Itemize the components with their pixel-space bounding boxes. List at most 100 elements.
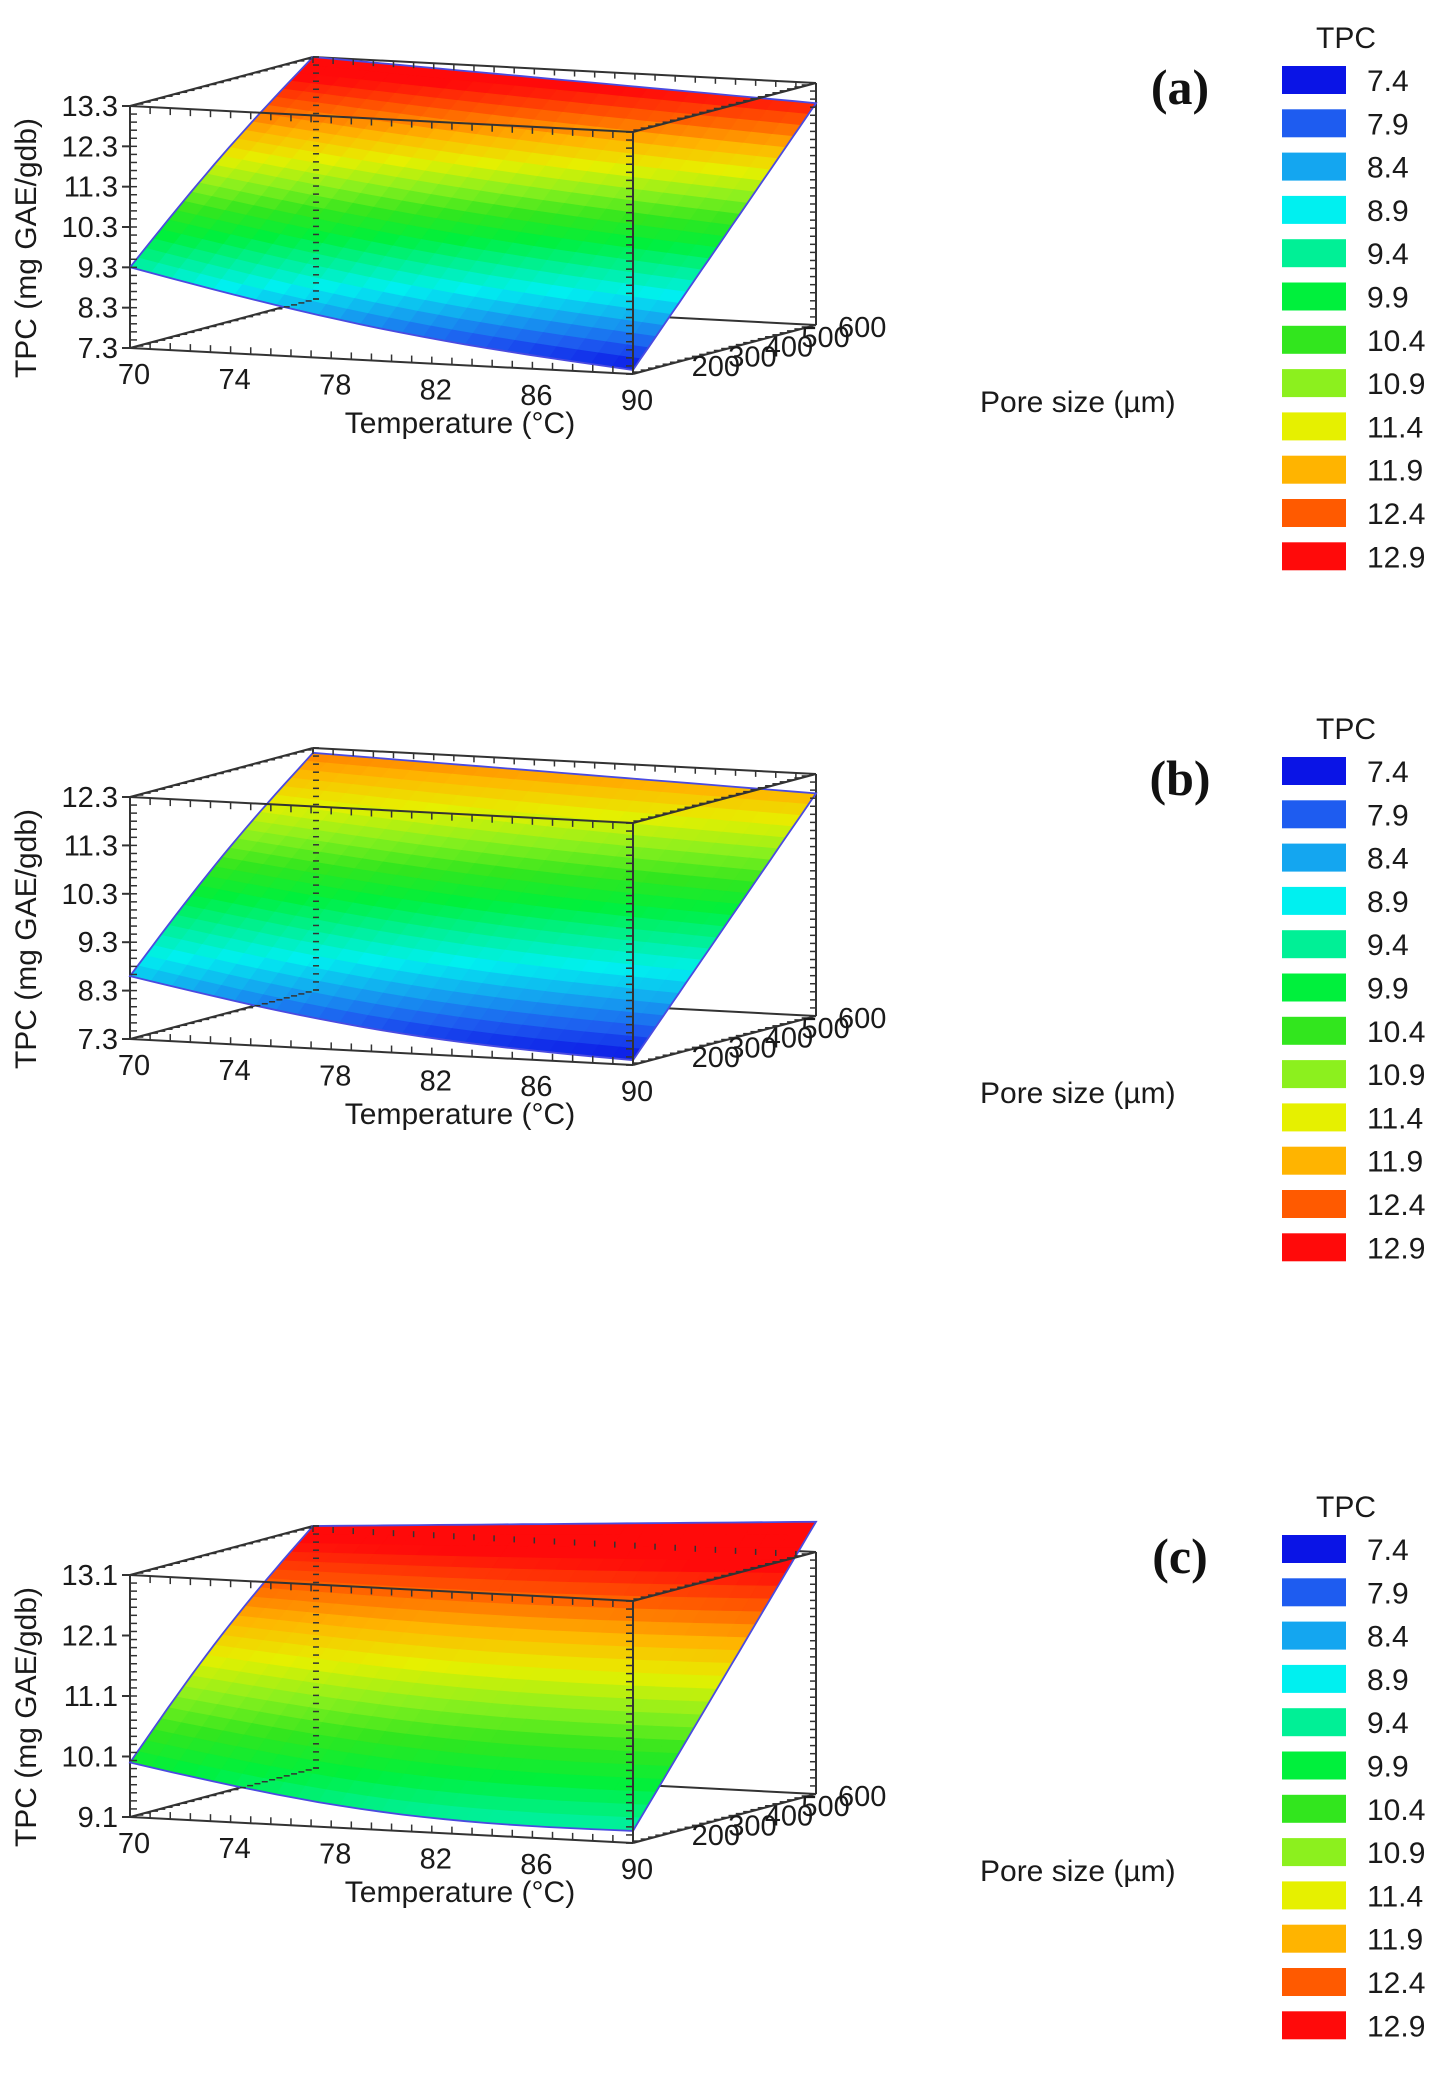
legend-swatch	[1282, 412, 1346, 441]
legend-swatch	[1282, 886, 1346, 915]
legend-label: 10.4	[1367, 325, 1425, 358]
y-tick-label: 300	[728, 341, 776, 373]
x-tick-label: 86	[520, 380, 552, 412]
legend-label: 9.4	[1367, 929, 1409, 962]
minor-ticks	[129, 747, 817, 1066]
z-tick-label: 12.3	[62, 782, 118, 814]
y-tick-label: 400	[765, 332, 813, 364]
z-tick-label: 12.3	[62, 131, 118, 163]
legend-label: 11.4	[1367, 1880, 1423, 1913]
z-tick-label: 9.3	[78, 927, 118, 959]
y-tick-label: 600	[838, 1003, 886, 1035]
legend-swatch	[1282, 1664, 1346, 1693]
legend-label: 9.9	[1367, 973, 1409, 1006]
z-tick-label: 11.1	[64, 1681, 118, 1713]
x-tick-label: 82	[420, 1066, 452, 1098]
panel-label: (a)	[1151, 59, 1209, 115]
legend-swatch	[1282, 1968, 1346, 1996]
z-tick-label: 13.3	[62, 91, 118, 123]
z-axis-title: TPC (mg GAE/gdb)	[10, 1587, 43, 1847]
y-tick-label: 400	[765, 1801, 813, 1833]
legend-swatch	[1282, 1060, 1346, 1089]
legend-swatch	[1282, 282, 1346, 311]
legend-label: 10.9	[1367, 1837, 1425, 1870]
z-tick-label: 8.3	[78, 976, 118, 1008]
panel-a: 7.3 8.3 9.3 10.3 11.3 12.3 13.3 TPC (mg GAE/gdb…	[10, 22, 1425, 574]
x-tick-label: 70	[118, 359, 150, 391]
legend-label: 7.9	[1367, 1577, 1409, 1610]
response-surface	[128, 56, 818, 371]
legend-swatch	[1282, 455, 1346, 484]
legend-swatch	[1282, 1794, 1346, 1823]
x-tick-label: 78	[319, 1838, 351, 1870]
legend-swatch	[1282, 499, 1346, 527]
y-tick-label: 200	[692, 1820, 740, 1852]
x-axis: 70 74 78 82 86 90 Temperature (°C)	[118, 1050, 653, 1131]
legend-title: TPC	[1316, 22, 1376, 55]
z-axis-title: TPC (mg GAE/gdb)	[10, 809, 43, 1069]
z-tick-label: 11.3	[64, 172, 118, 204]
legend-label: 9.4	[1367, 1707, 1409, 1740]
legend-label: 7.9	[1367, 108, 1409, 141]
x-axis: 70 74 78 82 86 90 Temperature (°C)	[118, 359, 653, 440]
legend-swatch	[1282, 66, 1346, 94]
x-tick-label: 70	[118, 1828, 150, 1860]
z-tick-label: 12.1	[62, 1621, 118, 1653]
response-surface	[128, 751, 818, 1062]
legend-label: 9.4	[1367, 238, 1409, 271]
legend-swatch	[1282, 1924, 1346, 1953]
legend-swatch	[1282, 239, 1346, 268]
legend-label: 10.9	[1367, 1059, 1425, 1092]
x-axis-title: Temperature (°C)	[345, 407, 575, 440]
panel-label: (c)	[1152, 1528, 1208, 1584]
x-tick-label: 74	[218, 1055, 250, 1087]
legend-swatch	[1282, 195, 1346, 224]
legend-label: 8.4	[1367, 152, 1409, 185]
x-axis-title: Temperature (°C)	[345, 1098, 575, 1131]
x-tick-label: 86	[520, 1849, 552, 1881]
legend-label: 12.9	[1367, 2010, 1425, 2043]
legend-label: 10.9	[1367, 368, 1425, 401]
response-surface	[128, 1520, 818, 1832]
x-tick-label: 90	[621, 1076, 653, 1108]
x-tick-label: 90	[621, 385, 653, 417]
legend-swatch	[1282, 1621, 1346, 1650]
z-tick-label: 7.3	[78, 333, 118, 365]
legend-swatch	[1282, 1838, 1346, 1867]
y-axis-title: Pore size (µm)	[980, 1855, 1176, 1888]
legend-label: 10.4	[1367, 1794, 1425, 1827]
legend-label: 8.4	[1367, 1621, 1409, 1654]
x-tick-label: 74	[218, 364, 250, 396]
z-axis-title: TPC (mg GAE/gdb)	[10, 118, 43, 378]
z-tick-label: 10.1	[62, 1742, 118, 1774]
legend-label: 11.9	[1367, 455, 1423, 488]
legend-swatch	[1282, 152, 1346, 181]
panel-label: (b)	[1149, 750, 1210, 806]
z-tick-label: 7.3	[78, 1024, 118, 1056]
legend: TPC 7.4 7.9 8.4 8.9 9.4 9.9 10.4 10.9 11.4 11.9 12.…	[1282, 22, 1425, 574]
z-tick-label: 9.1	[78, 1802, 118, 1834]
legend-title: TPC	[1316, 713, 1376, 746]
x-axis-title: Temperature (°C)	[345, 1876, 575, 1909]
legend-swatch	[1282, 1881, 1346, 1910]
x-tick-label: 78	[319, 369, 351, 401]
legend-swatch	[1282, 1103, 1346, 1132]
x-tick-label: 74	[218, 1833, 250, 1865]
z-tick-label: 8.3	[78, 293, 118, 325]
x-tick-label: 90	[621, 1854, 653, 1886]
y-tick-label: 300	[728, 1032, 776, 1064]
y-tick-label: 200	[692, 351, 740, 383]
legend-swatch	[1282, 1016, 1346, 1045]
legend-swatch	[1282, 757, 1346, 785]
x-tick-label: 70	[118, 1050, 150, 1082]
legend-swatch	[1282, 1751, 1346, 1780]
z-tick-label: 9.3	[78, 252, 118, 284]
legend-label: 8.9	[1367, 1664, 1409, 1697]
legend-label: 12.4	[1367, 1967, 1425, 2000]
legend-label: 7.4	[1367, 756, 1409, 789]
